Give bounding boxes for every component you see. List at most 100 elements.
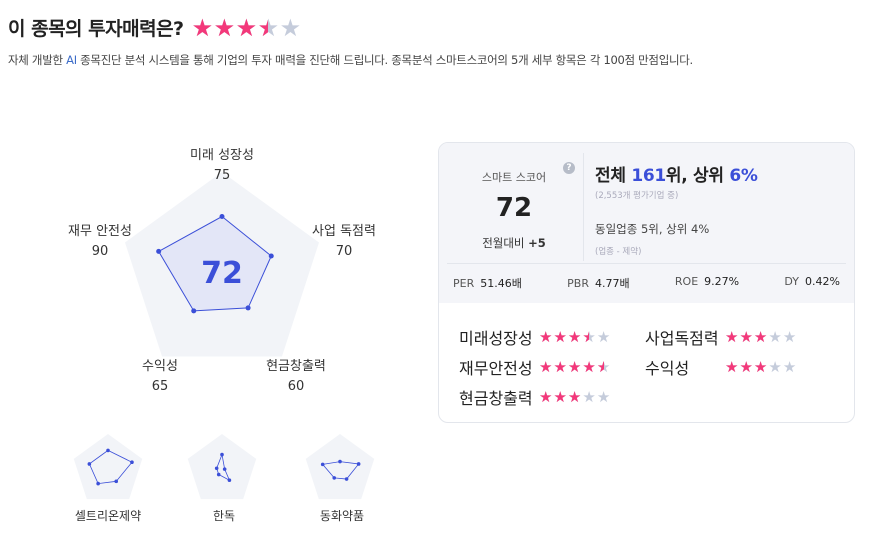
star-icon: ★★ [567,327,582,346]
star-icon: ★★ [739,327,753,346]
peer-radar-point [344,477,349,481]
radar-score: 72 [201,256,243,291]
star-icon: ★★ [539,327,553,346]
rating-label: 사업독점력 [645,329,719,348]
radar-point [268,253,274,259]
peer-radar-point [214,466,219,471]
description: 자체 개발한 AI 종목진단 분석 시스템을 통해 기업의 투자 매력을 진단해… [8,53,693,67]
metrics-row: PER 51.46배 PBR 4.77배 ROE 9.27% DY 0.42% [453,275,840,291]
rating-stars: ★★★★★★★★★ [191,13,302,42]
star-icon: ★★ [753,327,768,346]
star-icon: ★ [582,387,596,406]
star-icon: ★ [596,387,611,406]
peer-radar-point [216,472,221,477]
star-icon: ★★ [553,357,567,376]
monthly-change: 전월대비 +5 [482,236,546,250]
peer-radar-background [73,434,143,500]
axis-label-financial-safety: 재무 안전성 90 [68,224,132,259]
peer-name[interactable]: 한독 [212,509,236,523]
star-icon: ★ [768,357,782,376]
star-icon: ★ [782,357,797,376]
peer-radar-area [216,453,231,482]
metric-pbr: PBR 4.77배 [567,277,630,290]
peer-radar-point [356,462,361,466]
star-icon: ★★ [753,357,768,376]
divider [583,153,584,261]
rating-stars: ★ ★ ★ ★ ★ ★ ★ ★ [725,327,797,346]
peer-radar-area [321,461,360,480]
ai-link: AI [66,53,77,67]
star-icon: ★★ [191,13,214,42]
peer-radar-area [88,449,133,485]
peer-radar-point [114,479,119,484]
metric-dy: DY 0.42% [784,275,840,288]
rating-label: 수익성 [645,359,690,378]
axis-label-cash-generation: 현금창출력 60 [266,359,326,394]
title-text: 이 종목의 투자매력은? [8,18,184,40]
section-title: 이 종목의 투자매력은? ★★★★★★★★★ [8,14,301,41]
star-icon: ★★ [213,13,236,42]
peer-radar-point [320,462,325,467]
peer-name[interactable]: 셀트리온제약 [74,509,142,523]
metric-roe: ROE 9.27% [674,275,740,288]
peer-radar-point [87,462,92,466]
radar-point [191,308,197,314]
star-icon: ★★ [582,357,596,376]
star-icon: ★★ [725,357,739,376]
axis-label-business-moat: 사업 독점력 70 [312,224,376,259]
radar-score-area [157,215,272,312]
axis-label-profitability: 수익성 65 [142,359,178,394]
star-icon: ★★ [235,13,258,42]
radar-point [219,214,225,219]
divider [447,263,846,264]
peer-radar-point [338,459,342,464]
peer-radar-point [96,481,100,486]
star-icon: ★★ [596,357,611,376]
star-icon: ★★ [582,327,596,346]
star-icon: ★★ [739,357,753,376]
rating-row: 재무안전성★★★★★★★★★★ [459,355,659,379]
star-icon: ★ [279,13,302,42]
rating-label: 미래성장성 [459,329,533,348]
peer-radar-background [305,434,375,500]
star-icon: ★★ [567,387,582,406]
star-icon: ★★ [257,13,280,42]
peer-radar-point [222,467,227,471]
smart-score-label: 스마트 스코어 [481,171,547,184]
peer-radar-point [220,452,224,457]
peer-name[interactable]: 동화약품 [319,509,365,523]
star-icon: ★★ [567,357,582,376]
peer-radar-background [187,434,257,500]
rating-row: 수익성 ★ ★ ★ ★ ★ ★ ★ ★ [645,355,845,379]
peer-radar-point [130,460,134,465]
smart-score-value: 72 [495,193,533,223]
rank-info: 전체 161위, 상위 6% (2,553개 평가기업 중) 동일업종 5위, … [595,166,758,257]
radar-chart: 72 [73,172,375,500]
rating-row: 미래성장성★★★★★★★★★ [459,325,659,349]
metric-per: PER 51.46배 [453,277,522,290]
star-icon: ★★ [553,387,567,406]
score-card: 스마트 스코어 72 전월대비 +5 ? 전체 161위, 상위 6% (2,5… [438,142,855,423]
star-icon: ★★ [539,387,553,406]
star-icon: ★★ [539,357,553,376]
rating-stars: ★★★★★★★★★ [539,327,611,346]
star-icon: ★ [782,327,797,346]
rating-stars: ★ ★ ★ ★ ★ ★ ★ ★ [725,357,797,376]
radar-point [156,248,162,254]
rating-row: 현금창출력 ★ ★ ★ ★ ★ ★ ★ ★ [459,385,659,409]
peer-radar-point [332,476,337,480]
peer-radar-point [106,448,110,453]
rating-row: 사업독점력 ★ ★ ★ ★ ★ ★ ★ ★ [645,325,845,349]
peer-radar-point [227,478,232,482]
rating-stars: ★ ★ ★ ★ ★ ★ ★ ★ [539,387,611,406]
rating-stars: ★★★★★★★★★★ [539,357,611,376]
star-icon: ★ [768,327,782,346]
star-icon: ★ [596,327,611,346]
radar-point [245,305,251,311]
star-icon: ★★ [725,327,739,346]
axis-label-future-growth: 미래 성장성 75 [190,148,254,183]
rating-label: 재무안전성 [459,359,533,378]
rating-label: 현금창출력 [459,389,533,408]
help-icon[interactable]: ? [563,162,575,174]
star-icon: ★★ [553,327,567,346]
